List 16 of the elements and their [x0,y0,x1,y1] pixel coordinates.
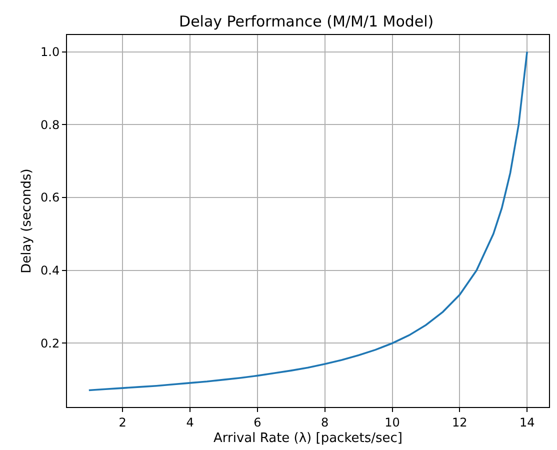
y-tick-label: 0.6 [40,190,60,205]
chart-title: Delay Performance (M/M/1 Model) [179,12,434,30]
y-tick-label: 0.2 [40,336,60,350]
x-axis-title: Arrival Rate (λ) [packets/sec] [213,431,403,446]
y-tick-label: 0.8 [40,118,60,132]
y-tick-label: 0.4 [40,264,60,278]
x-tick-label: 12 [452,415,468,430]
y-tick-label: 1.0 [40,44,60,59]
y-axis-title: Delay (seconds) [19,168,34,274]
x-tick-label: 6 [254,415,262,430]
x-tick-label: 8 [321,415,329,430]
x-tick-label: 10 [384,415,400,430]
x-tick-label: 2 [118,415,126,430]
x-tick-label: 14 [519,415,535,430]
x-tick-label: 4 [186,415,194,430]
line-series [88,50,528,392]
